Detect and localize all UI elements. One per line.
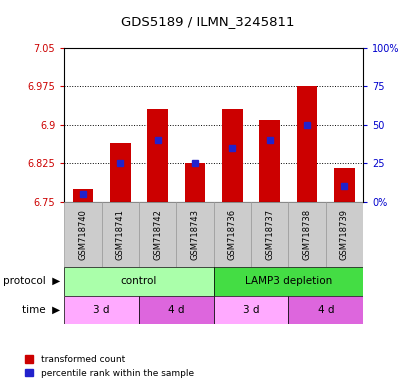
Text: GSM718736: GSM718736 [228, 209, 237, 260]
Text: GDS5189 / ILMN_3245811: GDS5189 / ILMN_3245811 [121, 15, 294, 28]
Text: GSM718738: GSM718738 [303, 209, 312, 260]
Text: protocol  ▶: protocol ▶ [3, 276, 60, 286]
Bar [139, 202, 176, 267]
Text: GSM718737: GSM718737 [265, 209, 274, 260]
Text: GSM718741: GSM718741 [116, 209, 125, 260]
Bar [102, 202, 139, 267]
Bar [214, 296, 288, 324]
Bar [288, 202, 326, 267]
Bar [259, 120, 280, 202]
Text: 3 d: 3 d [93, 305, 110, 315]
Bar [64, 202, 102, 267]
Text: 4 d: 4 d [317, 305, 334, 315]
Bar [326, 202, 363, 267]
Bar [214, 267, 363, 296]
Text: LAMP3 depletion: LAMP3 depletion [245, 276, 332, 286]
Text: GSM718739: GSM718739 [340, 209, 349, 260]
Bar [110, 143, 131, 202]
Bar [288, 296, 363, 324]
Bar [139, 296, 214, 324]
Bar [334, 168, 355, 202]
Bar [64, 267, 214, 296]
Bar [297, 86, 317, 202]
Legend: transformed count, percentile rank within the sample: transformed count, percentile rank withi… [25, 355, 194, 377]
Bar [176, 202, 214, 267]
Bar [147, 109, 168, 202]
Text: GSM718743: GSM718743 [190, 209, 200, 260]
Bar [73, 189, 93, 202]
Text: time  ▶: time ▶ [22, 305, 60, 315]
Bar [251, 202, 288, 267]
Text: GSM718742: GSM718742 [153, 209, 162, 260]
Bar [214, 202, 251, 267]
Text: control: control [121, 276, 157, 286]
Bar [64, 296, 139, 324]
Bar [185, 163, 205, 202]
Text: 4 d: 4 d [168, 305, 185, 315]
Bar [222, 109, 243, 202]
Text: GSM718740: GSM718740 [78, 209, 88, 260]
Text: 3 d: 3 d [243, 305, 259, 315]
